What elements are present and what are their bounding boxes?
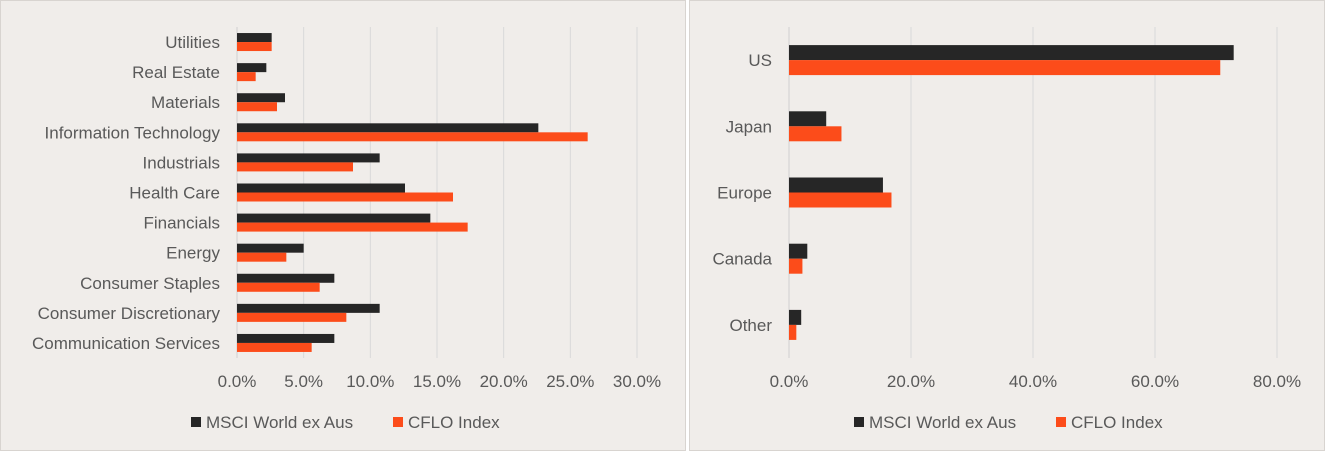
legend-swatch [1056,417,1066,427]
category-label: US [748,51,772,70]
bar-1-3 [789,258,803,274]
x-tick-label: 0.0% [218,372,257,391]
x-tick-label: 60.0% [1131,372,1179,391]
bar-0-3 [789,243,808,259]
x-tick-label: 5.0% [284,372,323,391]
bar-1-9 [237,312,347,322]
category-label: Health Care [129,184,220,203]
x-tick-label: 15.0% [413,372,461,391]
legend-label: CFLO Index [1071,413,1163,432]
bar-1-7 [237,252,287,262]
x-tick-label: 40.0% [1009,372,1057,391]
region-chart: 0.0% 20.0% 40.0% 60.0% 80.0% US Japan Europe Can… [712,27,1301,432]
bar-1-2 [789,192,892,208]
category-label: Materials [151,93,220,112]
bar-1-5 [237,192,453,202]
x-tick-label: 20.0% [480,372,528,391]
bar-1-1 [237,72,256,82]
bar-0-1 [789,111,827,127]
bar-0-0 [789,45,1234,61]
legend-swatch [191,417,201,427]
legend-label: MSCI World ex Aus [206,413,353,432]
category-label: Information Technology [45,123,221,142]
legend-swatch [854,417,864,427]
bar-0-4 [789,309,802,325]
category-label: Europe [717,184,772,203]
category-label: Energy [166,244,220,263]
bar-0-9 [237,303,380,313]
bar-1-4 [237,162,353,172]
bar-0-10 [237,333,335,343]
bar-0-2 [237,93,285,103]
x-tick-label: 10.0% [346,372,394,391]
bar-0-7 [237,243,304,253]
category-label: Consumer Staples [80,274,220,293]
bar-0-2 [789,177,883,193]
bar-0-5 [237,183,405,193]
category-label: Canada [712,250,772,269]
legend-label: MSCI World ex Aus [869,413,1016,432]
x-tick-label: 25.0% [546,372,594,391]
x-tick-label: 20.0% [887,372,935,391]
region-chart-panel: 0.0% 20.0% 40.0% 60.0% 80.0% US Japan Europe Can… [689,0,1325,451]
bar-0-3 [237,123,539,133]
bar-1-10 [237,342,312,352]
category-label: Real Estate [132,63,220,82]
bar-1-6 [237,222,468,232]
category-label: Consumer Discretionary [38,304,221,323]
bar-1-2 [237,102,277,112]
category-label: Communication Services [32,334,220,353]
bar-1-4 [789,324,797,340]
bar-0-8 [237,273,335,283]
category-label: Financials [143,214,220,233]
bar-0-6 [237,213,431,223]
bar-0-0 [237,33,272,43]
bar-1-0 [237,42,272,52]
sector-chart-panel: 0.0% 5.0% 10.0% 15.0% 20.0% 25.0% 30.0% Utiliti… [0,0,686,451]
bar-0-1 [237,63,267,73]
x-tick-label: 0.0% [770,372,809,391]
category-label: Utilities [165,33,220,52]
category-label: Japan [726,117,772,136]
bar-0-4 [237,153,380,163]
sector-chart: 0.0% 5.0% 10.0% 15.0% 20.0% 25.0% 30.0% Utiliti… [32,27,661,432]
legend-swatch [393,417,403,427]
bar-1-1 [789,126,842,142]
bar-1-8 [237,282,320,292]
bar-1-3 [237,132,588,142]
x-tick-label: 30.0% [613,372,661,391]
legend-label: CFLO Index [408,413,500,432]
category-label: Industrials [143,153,220,172]
bar-1-0 [789,60,1221,76]
category-label: Other [729,316,772,335]
x-tick-label: 80.0% [1253,372,1301,391]
